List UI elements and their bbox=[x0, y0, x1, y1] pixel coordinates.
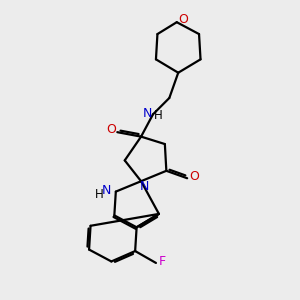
Text: H: H bbox=[95, 188, 104, 201]
Text: N: N bbox=[102, 184, 112, 196]
Text: F: F bbox=[159, 255, 166, 268]
Text: N: N bbox=[143, 107, 152, 120]
Text: H: H bbox=[154, 109, 163, 122]
Text: N: N bbox=[140, 180, 149, 193]
Text: O: O bbox=[106, 123, 116, 136]
Text: O: O bbox=[178, 13, 188, 26]
Text: O: O bbox=[189, 170, 199, 183]
